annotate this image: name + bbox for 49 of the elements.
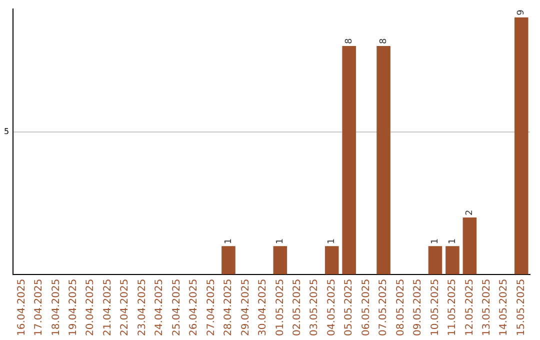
x-tick-label: 07.05.2025 bbox=[378, 278, 390, 336]
bar bbox=[376, 46, 390, 274]
data-label: 8 bbox=[378, 38, 389, 44]
data-label: 9 bbox=[516, 9, 527, 16]
x-tick-label: 05.05.2025 bbox=[344, 278, 355, 336]
x-tick-label: 21.04.2025 bbox=[102, 278, 114, 336]
data-label: 2 bbox=[465, 210, 476, 216]
x-tick-label: 26.04.2025 bbox=[188, 278, 200, 336]
x-tick-label: 30.04.2025 bbox=[258, 278, 269, 336]
x-tick-label: 08.05.2025 bbox=[395, 278, 406, 336]
bar bbox=[446, 246, 460, 274]
data-label: 1 bbox=[224, 238, 234, 244]
bar bbox=[514, 17, 528, 274]
x-tick-label: 29.04.2025 bbox=[240, 278, 252, 336]
x-tick-label: 18.04.2025 bbox=[50, 278, 62, 336]
data-label: 1 bbox=[327, 238, 338, 244]
x-tick-label: 10.05.2025 bbox=[430, 278, 441, 336]
x-tick-label: 22.04.2025 bbox=[120, 278, 131, 336]
x-tick-label: 15.05.2025 bbox=[516, 278, 527, 336]
x-tick-label: 20.04.2025 bbox=[85, 278, 96, 336]
x-tick-label: 06.05.2025 bbox=[360, 278, 372, 336]
bar bbox=[342, 46, 356, 274]
x-tick-label: 11.05.2025 bbox=[447, 278, 458, 336]
bar bbox=[222, 246, 236, 274]
x-tick-label: 03.05.2025 bbox=[309, 278, 320, 336]
x-tick-label: 04.05.2025 bbox=[326, 278, 338, 336]
bar bbox=[462, 218, 477, 274]
x-tick-label: 02.05.2025 bbox=[292, 278, 303, 336]
data-label: 1 bbox=[276, 238, 286, 244]
x-tick-label: 09.05.2025 bbox=[412, 278, 424, 336]
data-label: 1 bbox=[430, 238, 441, 244]
bar bbox=[273, 246, 288, 274]
x-tick-label: 01.05.2025 bbox=[274, 278, 286, 336]
bar bbox=[324, 246, 339, 274]
x-tick-label: 16.04.2025 bbox=[16, 278, 28, 336]
x-tick-label: 27.04.2025 bbox=[206, 278, 217, 336]
x-tick-label: 24.04.2025 bbox=[154, 278, 166, 336]
y-tick-label: 5 bbox=[4, 126, 10, 136]
x-tick-label: 19.04.2025 bbox=[68, 278, 79, 336]
x-tick-label: 17.04.2025 bbox=[34, 278, 45, 336]
bar bbox=[428, 246, 442, 274]
x-tick-label: 23.04.2025 bbox=[136, 278, 148, 336]
x-tick-label: 28.04.2025 bbox=[223, 278, 234, 336]
x-tick-label: 12.05.2025 bbox=[464, 278, 476, 336]
data-label: 8 bbox=[344, 38, 354, 44]
x-tick-label: 13.05.2025 bbox=[482, 278, 493, 336]
x-tick-label: 25.04.2025 bbox=[171, 278, 182, 336]
x-tick-label: 14.05.2025 bbox=[498, 278, 510, 336]
data-label: 1 bbox=[448, 238, 458, 244]
